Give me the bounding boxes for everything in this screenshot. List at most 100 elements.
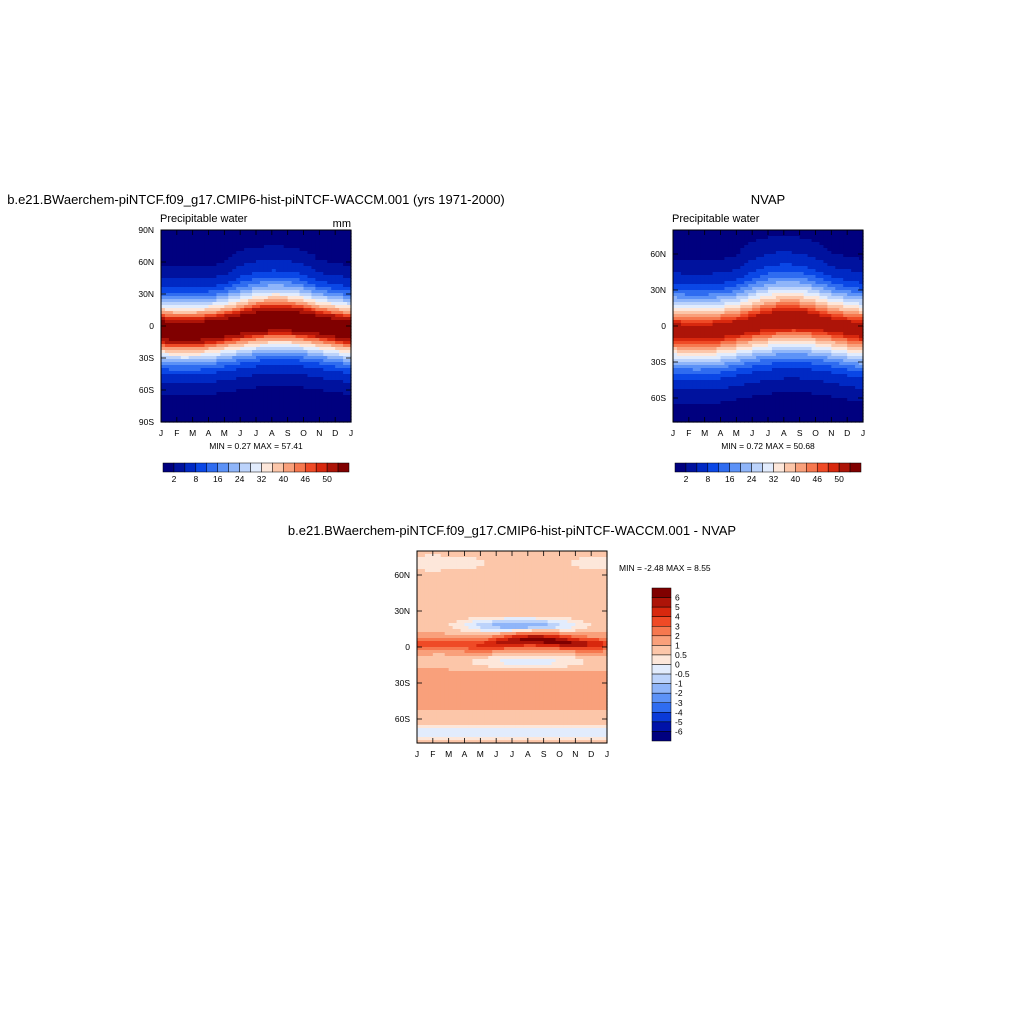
- heatmap-cell: [236, 251, 241, 255]
- heatmap-cell: [283, 278, 289, 282]
- heatmap-cell: [847, 290, 852, 294]
- heatmap-cell: [696, 269, 702, 273]
- heatmap-cell: [180, 353, 186, 357]
- heatmap-cell: [212, 323, 218, 327]
- heatmap-cell: [339, 392, 344, 396]
- heatmap-cell: [823, 263, 828, 267]
- heatmap-cell: [271, 248, 277, 252]
- heatmap-cell: [339, 365, 344, 369]
- heatmap-cell: [259, 251, 265, 255]
- heatmap-cell: [795, 338, 801, 342]
- heatmap-cell: [756, 230, 761, 234]
- heatmap-cell: [680, 245, 686, 249]
- heatmap-cell: [688, 320, 694, 324]
- heatmap-cell: [283, 413, 289, 417]
- heatmap-cell: [216, 272, 221, 276]
- heatmap-cell: [216, 251, 221, 255]
- heatmap-cell: [843, 332, 848, 336]
- heatmap-cell: [343, 395, 348, 399]
- heatmap-cell: [220, 335, 225, 339]
- heatmap-cell: [712, 320, 718, 324]
- heatmap-cell: [220, 320, 225, 324]
- heatmap-cell: [771, 323, 777, 327]
- heatmap-cell: [248, 302, 253, 306]
- heatmap-cell: [740, 338, 745, 342]
- heatmap-cell: [204, 311, 210, 315]
- heatmap-cell: [700, 269, 706, 273]
- heatmap-cell: [708, 323, 714, 327]
- heatmap-cell: [267, 293, 273, 297]
- heatmap-cell: [692, 269, 698, 273]
- heatmap-cell: [696, 266, 702, 270]
- heatmap-cell: [271, 233, 277, 237]
- heatmap-cell: [220, 353, 225, 357]
- heatmap-cell: [823, 260, 828, 264]
- heatmap-cell: [795, 278, 801, 282]
- heatmap-cell: [319, 245, 324, 249]
- heatmap-cell: [168, 410, 174, 414]
- heatmap-cell: [275, 305, 281, 309]
- heatmap-cell: [673, 317, 678, 321]
- heatmap-cell: [339, 341, 344, 345]
- heatmap-cell: [212, 314, 218, 318]
- heatmap-cell: [696, 275, 702, 279]
- heatmap-cell: [240, 353, 245, 357]
- heatmap-cell: [768, 269, 773, 273]
- heatmap-cell: [216, 230, 221, 234]
- heatmap-cell: [184, 410, 190, 414]
- heatmap-cell: [315, 269, 320, 273]
- heatmap-cell: [692, 326, 698, 330]
- heatmap-cell: [327, 368, 332, 372]
- heatmap-cell: [787, 230, 793, 234]
- heatmap-cell: [161, 398, 166, 402]
- heatmap-cell: [315, 299, 320, 303]
- heatmap-cell: [196, 350, 202, 354]
- heatmap-cell: [331, 383, 336, 387]
- heatmap-cell: [847, 338, 852, 342]
- heatmap-cell: [208, 395, 214, 399]
- heatmap-cell: [200, 416, 206, 420]
- heatmap-cell: [184, 362, 190, 366]
- heatmap-cell: [843, 329, 848, 333]
- heatmap-cell: [760, 311, 765, 315]
- heatmap-cell: [275, 392, 281, 396]
- heatmap-cell: [212, 326, 218, 330]
- heatmap-cell: [331, 317, 336, 321]
- heatmap-cell: [295, 362, 301, 366]
- heatmap-cell: [216, 254, 221, 258]
- heatmap-cell: [299, 383, 305, 387]
- heatmap-cell: [295, 308, 301, 312]
- heatmap-cell: [736, 338, 741, 342]
- heatmap-cell: [855, 332, 860, 336]
- heatmap-cell: [248, 374, 253, 378]
- heatmap-cell: [704, 332, 710, 336]
- heatmap-cell: [859, 239, 864, 243]
- heatmap-cell: [331, 353, 336, 357]
- heatmap-cell: [236, 368, 241, 372]
- heatmap-cell: [176, 293, 182, 297]
- heatmap-cell: [216, 338, 221, 342]
- heatmap-cell: [275, 389, 281, 393]
- heatmap-cell: [803, 248, 809, 252]
- heatmap-cell: [815, 305, 821, 309]
- heatmap-cell: [704, 311, 710, 315]
- heatmap-cell: [799, 338, 805, 342]
- heatmap-cell: [279, 341, 285, 345]
- heatmap-cell: [287, 350, 293, 354]
- heatmap-cell: [831, 260, 836, 264]
- heatmap-cell: [224, 248, 229, 252]
- heatmap-cell: [740, 245, 745, 249]
- heatmap-cell: [752, 284, 757, 288]
- heatmap-cell: [327, 383, 332, 387]
- heatmap-cell: [271, 284, 277, 288]
- heatmap-cell: [708, 257, 714, 261]
- heatmap-cell: [259, 269, 265, 273]
- heatmap-cell: [847, 248, 852, 252]
- heatmap-cell: [319, 260, 324, 264]
- heatmap-cell: [720, 248, 726, 252]
- heatmap-cell: [331, 254, 336, 258]
- heatmap-cell: [791, 284, 797, 288]
- heatmap-cell: [259, 305, 265, 309]
- heatmap-cell: [323, 263, 328, 267]
- heatmap-cell: [859, 257, 864, 261]
